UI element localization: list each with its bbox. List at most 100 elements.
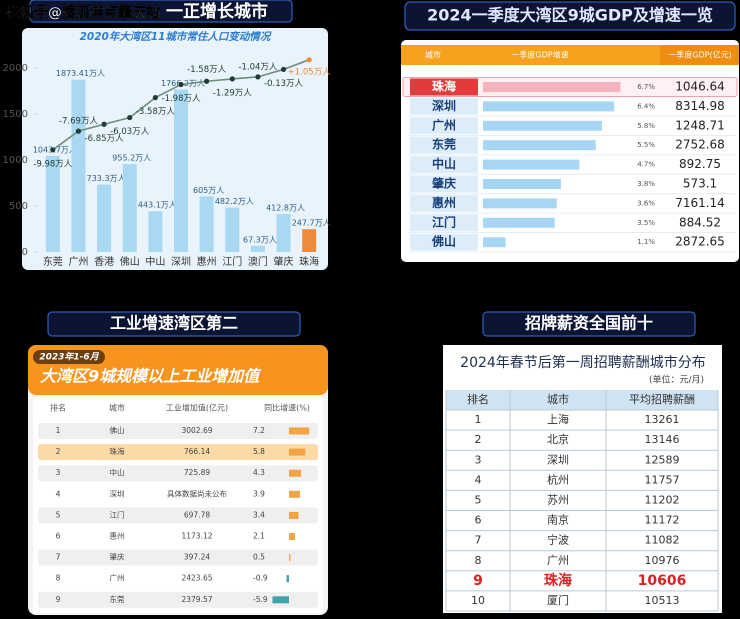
growth-bar [483,198,557,209]
growth-bar [483,101,615,112]
growth-bar [483,237,506,248]
city-cell [410,194,478,212]
city-label: 上海 [547,412,569,426]
bar [250,245,265,252]
salary-value: 12589 [645,453,680,466]
line-point [152,94,158,101]
rank-label: 7 [56,553,61,562]
growth-label: 7.2 [253,426,265,435]
watermark: 搜狐号@搜狐焦点肇庆站 [6,4,160,21]
growth-bar [272,596,289,604]
bar [97,184,112,252]
column-header: 一季度GDP(亿元) [668,50,731,60]
y-tick-label: 500 [9,201,28,212]
column-header: 城市 [547,392,569,406]
value-label: 766.14 [184,447,210,456]
city-label: 深圳 [110,488,125,498]
chart-title: 一正增长城市 [166,1,268,22]
line-value-label: -6.85万人 [85,134,124,144]
x-tick-label: 广州 [68,256,88,268]
table-panel [443,345,722,613]
value-label: 397.24 [184,553,210,562]
gdp-value: 7161.14 [675,196,725,210]
city-label: 宁波 [547,533,569,547]
column-header: 排名 [467,392,489,406]
city-label: 肇庆 [110,552,125,562]
section-title: 招牌薪资全国前十 [525,314,653,333]
x-tick-label: 东莞 [43,255,63,268]
bar-value-label: 412.8万人 [266,204,305,213]
date-tag [33,350,105,364]
salary-value: 10513 [645,594,680,607]
rank-label: 4 [475,473,482,486]
rank-label: 5 [475,493,482,506]
rank-label: 2 [475,433,482,446]
bar-value-label: 482.2万人 [215,197,254,206]
x-tick-label: 江门 [222,255,242,268]
city-cell [410,117,478,135]
x-tick-label: 珠海 [299,255,319,268]
growth-label: 0.5 [253,553,265,562]
table-header-cell [660,45,739,65]
growth-bar [483,82,621,92]
bar-value-label: 247.7万人 [292,219,331,228]
rank-label: 8 [56,574,61,583]
growth-bar [289,427,310,435]
rank-label: 7 [475,534,482,547]
growth-label: 6.7% [637,83,655,91]
bar-value-label: 733.3万人 [87,174,126,183]
growth-label: 5.8% [637,122,655,130]
line-value-label: -1.04万人 [238,62,277,72]
growth-bar [289,533,295,540]
city-cell [410,97,478,115]
row-background [38,591,318,608]
rank-label: 3 [56,468,61,477]
city-label: 东莞 [110,594,125,604]
value-label: 具体数据尚未公布 [167,488,227,498]
salary-value: 13261 [645,413,680,426]
growth-bar [289,511,299,519]
title-box [404,1,736,31]
city-label: 深圳 [432,98,456,113]
value-label: 1173.12 [181,532,212,541]
line-value-label: -7.69万人 [59,117,98,127]
growth-label: 3.4 [253,510,265,519]
city-cell [410,156,478,174]
salary-value: 10976 [645,554,680,567]
line-point [280,66,287,73]
title-box [29,0,293,23]
bar-value-label: 955.2万人 [112,154,151,163]
gdp-value: 573.1 [683,177,717,191]
row-background [38,486,318,503]
city-label: 肇庆 [432,176,456,191]
growth-label: 4.7% [637,161,655,169]
growth-bar [483,120,602,131]
growth-label: 5.8 [253,447,265,456]
table-header [401,45,739,65]
line-point [101,121,107,127]
line-value-label: -1.58万人 [187,65,226,75]
bar [225,207,240,252]
table-title: 大湾区9城规模以上工业增加值 [40,367,262,386]
line-point [229,76,235,82]
city-label: 佛山 [431,234,456,249]
growth-label: 5.5% [637,141,655,149]
date-label: 2023年1-6月 [39,352,99,363]
section-title: 工业增速湾区第二 [110,314,238,333]
salary-value: 11172 [645,514,680,527]
growth-bar [289,469,302,477]
y-tick-label: 1000 [3,155,28,166]
value-label: 2423.65 [181,574,212,583]
row-background [38,423,318,439]
x-tick-label: 肇庆 [274,255,294,268]
bar [276,214,291,252]
city-label: 惠州 [110,531,125,541]
city-label: 江门 [432,214,456,229]
rank-label: 1 [475,413,482,426]
table-title: 2024一季度大湾区9城GDP及增速一览 [427,6,713,25]
growth-bar [289,448,306,456]
bar [122,164,137,252]
y-tick-label: 1500 [3,109,28,120]
city-label: 北京 [547,432,569,446]
